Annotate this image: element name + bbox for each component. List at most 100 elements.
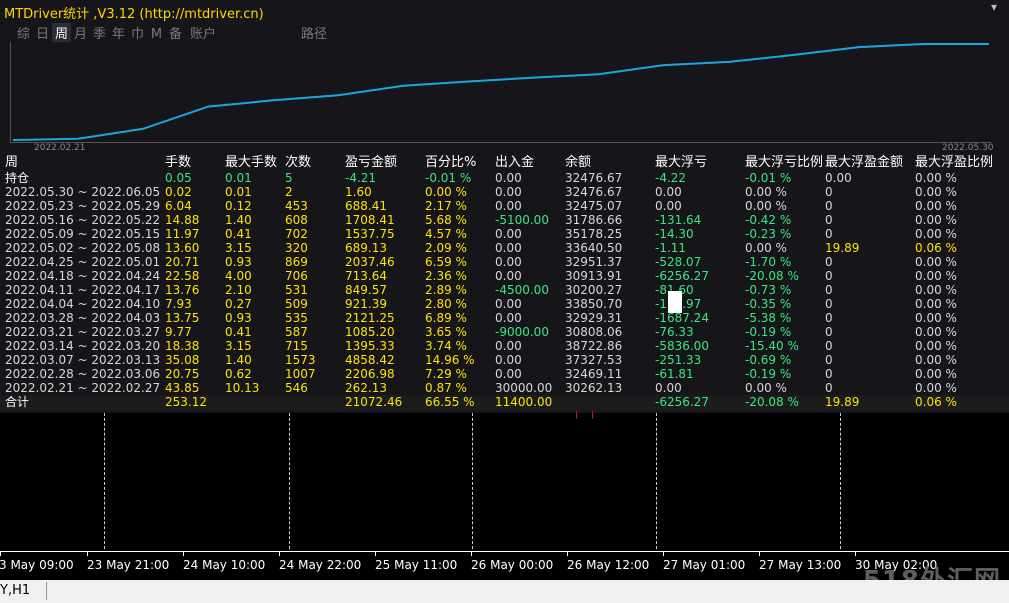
- axis-label: 24 May 22:00: [279, 558, 362, 572]
- table-cell: [225, 395, 285, 409]
- total-row: 合计 253.12 21072.46 66.55 % 11400.00 -6256.27-…: [5, 395, 994, 409]
- table-cell: 0: [825, 213, 833, 227]
- table-row: 2022.03.07 ~ 2022.03.13 35.08 1.40 1573 4858…: [5, 353, 993, 367]
- table-cell: 持仓: [5, 171, 30, 185]
- status-bar: Y,H1: [0, 580, 1009, 603]
- table-cell: 0.06 %: [915, 241, 957, 255]
- status-symbol: Y,H1: [0, 583, 31, 598]
- axis-tick: [0, 552, 1, 556]
- table-cell: 7.29 %: [425, 367, 467, 381]
- table-cell: -131.64: [655, 213, 702, 227]
- table-cell: 2022.03.14 ~ 2022.03.20: [5, 339, 161, 353]
- header-cell: 周: [5, 155, 19, 170]
- tab-account[interactable]: 账户: [189, 27, 216, 42]
- table-cell: 702: [285, 227, 308, 241]
- table-cell: 0.27: [225, 297, 252, 311]
- table-cell: 2.89 %: [425, 283, 467, 297]
- table-cell: 2022.04.18 ~ 2022.04.24: [5, 269, 161, 283]
- header-cell: 最大浮盈比例: [915, 155, 994, 170]
- grid-line: [656, 413, 657, 549]
- table-cell: [285, 395, 345, 409]
- table-cell: 2.17 %: [425, 199, 467, 213]
- equity-curve-svg: [12, 43, 989, 141]
- header-cell: 余额: [565, 155, 592, 170]
- tab-day[interactable]: 日: [35, 27, 49, 42]
- table-cell: 0: [825, 311, 833, 325]
- table-cell: 0.00: [495, 269, 522, 283]
- table-cell: 35.08: [165, 353, 200, 367]
- tab-symbol[interactable]: 巾: [130, 27, 144, 42]
- axis-tick: [663, 552, 664, 556]
- collapse-icon[interactable]: ▾: [990, 0, 997, 14]
- table-row: 2022.03.28 ~ 2022.04.03 13.75 0.93 535 2121.…: [5, 311, 993, 325]
- table-cell: 3.65 %: [425, 325, 467, 339]
- table-cell: 0.00 %: [915, 381, 957, 395]
- table-cell: 0.00 %: [915, 227, 957, 241]
- table-cell: 2022.04.11 ~ 2022.04.17: [5, 283, 161, 297]
- table-cell: 2037.46: [345, 255, 395, 269]
- table-cell: 4858.42: [345, 353, 395, 367]
- tab-overall[interactable]: 综: [16, 27, 30, 42]
- table-cell: 0.00: [495, 297, 522, 311]
- tab-week[interactable]: 周: [52, 23, 71, 42]
- header-cell: 最大浮盈金额: [825, 155, 904, 170]
- table-row: 2022.05.30 ~ 2022.06.05 0.02 0.01 2 1.60 0.00…: [5, 185, 993, 199]
- table-cell: -4.21: [345, 171, 377, 185]
- table-cell: 0.62: [225, 367, 252, 381]
- table-cell: 0.93: [225, 311, 252, 325]
- axis-tick: [759, 552, 760, 556]
- table-cell: 0: [825, 269, 833, 283]
- table-cell: 0.01: [225, 171, 252, 185]
- axis-tick: [471, 552, 472, 556]
- table-cell: 0.00 %: [915, 283, 957, 297]
- tab-month[interactable]: 月: [73, 27, 87, 42]
- table-cell: 0.00: [495, 255, 522, 269]
- period-toolbar: 综日周月季年巾 M 备账户 路径: [14, 23, 327, 42]
- table-cell: 2121.25: [345, 311, 395, 325]
- tab-note[interactable]: 备: [168, 27, 182, 42]
- axis-tick: [855, 552, 856, 556]
- tab-magic[interactable]: M: [150, 27, 163, 42]
- table-cell: -0.42 %: [745, 213, 792, 227]
- table-cell: 21072.46: [345, 395, 425, 409]
- table-cell: 1573: [285, 353, 316, 367]
- time-axis: 3 May 09:00 23 May 21:00 24 May 10:00 24 Ma…: [0, 551, 1009, 580]
- table-cell: 0.00: [495, 199, 522, 213]
- table-cell: -4.22: [655, 171, 687, 185]
- table-cell: -0.19 %: [745, 325, 792, 339]
- table-cell: 14.96 %: [425, 353, 475, 367]
- tab-year[interactable]: 年: [111, 27, 125, 42]
- header-cell: 出入金: [495, 155, 535, 170]
- table-cell: 2206.98: [345, 367, 395, 381]
- table-cell: 688.41: [345, 199, 387, 213]
- tab-quarter[interactable]: 季: [92, 27, 106, 42]
- table-cell: 2022.03.28 ~ 2022.04.03: [5, 311, 161, 325]
- route-button[interactable]: 路径: [301, 27, 328, 42]
- table-cell: 2022.05.02 ~ 2022.05.08: [5, 241, 161, 255]
- table-row: 2022.02.28 ~ 2022.03.06 20.75 0.62 1007 2206…: [5, 367, 993, 381]
- table-cell: 35178.25: [565, 227, 623, 241]
- table-cell: 32951.37: [565, 255, 623, 269]
- table-cell: 3.74 %: [425, 339, 467, 353]
- table-cell: 713.64: [345, 269, 387, 283]
- status-divider: [46, 582, 47, 600]
- table-cell: 0: [825, 381, 833, 395]
- table-cell: 0.00 %: [745, 199, 787, 213]
- grid-line: [104, 413, 105, 549]
- table-cell: 0: [825, 255, 833, 269]
- table-cell: 0.00: [495, 353, 522, 367]
- table-row: 2022.05.23 ~ 2022.05.29 6.04 0.12 453 688.41…: [5, 199, 993, 213]
- table-cell: -14.30: [655, 227, 694, 241]
- table-cell: 10.13: [225, 381, 260, 395]
- table-cell: 32475.07: [565, 199, 623, 213]
- table-cell: 4.00: [225, 269, 252, 283]
- table-cell: 0: [825, 297, 833, 311]
- table-cell: 320: [285, 241, 308, 255]
- table-cell: 0.41: [225, 325, 252, 339]
- table-cell: 3.15: [225, 241, 252, 255]
- table-row: 2022.04.11 ~ 2022.04.17 13.76 2.10 531 849.5…: [5, 283, 993, 297]
- axis-label: 27 May 01:00: [663, 558, 746, 572]
- table-cell: 0: [825, 325, 833, 339]
- table-cell: 0.93: [225, 255, 252, 269]
- table-row: 2022.03.14 ~ 2022.03.20 18.38 3.15 715 1395.…: [5, 339, 993, 353]
